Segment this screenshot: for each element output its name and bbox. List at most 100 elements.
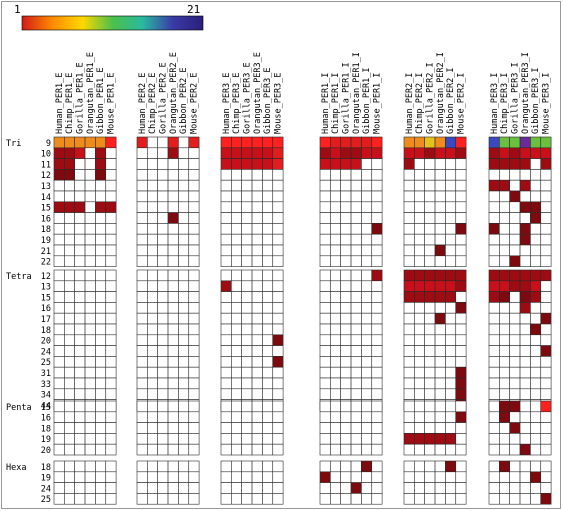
heatmap-cell <box>231 223 243 235</box>
heatmap-cell-filled <box>74 136 86 149</box>
heatmap-cell <box>350 400 362 413</box>
heatmap-cell <box>488 377 500 390</box>
heatmap-cell <box>262 169 274 181</box>
row-label: 20 <box>41 337 51 347</box>
heatmap-cell <box>445 190 457 203</box>
heatmap-cell-filled <box>530 280 542 292</box>
heatmap-cell <box>540 334 552 346</box>
heatmap-cell <box>414 443 426 456</box>
heatmap-cell <box>434 366 446 379</box>
heatmap-cell-filled <box>455 223 467 235</box>
heatmap-cell <box>361 212 373 224</box>
heatmap-cell <box>157 443 169 456</box>
heatmap-cell <box>231 280 243 292</box>
heatmap-cell <box>74 366 86 379</box>
heatmap-cell <box>157 323 169 336</box>
heatmap-cell-filled <box>540 400 552 413</box>
heatmap-cell <box>445 422 457 434</box>
heatmap-cell <box>95 269 107 282</box>
heatmap-cell <box>188 190 200 203</box>
heatmap-cell <box>262 190 274 203</box>
heatmap-cell <box>220 471 232 483</box>
column-header: Mouse_PER3_E <box>274 73 284 134</box>
heatmap-cell <box>455 443 467 456</box>
heatmap-cell <box>350 356 362 368</box>
heatmap-cell <box>231 212 243 224</box>
heatmap-cell <box>167 388 179 400</box>
heatmap-cell <box>445 323 457 336</box>
heatmap-cell <box>136 169 148 181</box>
column-header: Orangutan_PER2_I <box>436 52 446 134</box>
heatmap-cell <box>319 388 331 400</box>
row-label: 24 <box>41 347 51 357</box>
heatmap-cell <box>403 443 415 456</box>
heatmap-cell <box>350 334 362 346</box>
heatmap-cell <box>188 233 200 246</box>
heatmap-cell-filled <box>95 201 107 213</box>
heatmap-cell <box>74 388 86 400</box>
heatmap-cell-filled <box>509 190 521 203</box>
heatmap-cell <box>178 422 190 434</box>
heatmap-cell <box>188 388 200 400</box>
heatmap-cell <box>272 212 284 224</box>
heatmap-cell <box>530 493 542 505</box>
heatmap-cell <box>414 169 426 181</box>
heatmap-cell <box>330 233 342 246</box>
heatmap-cell <box>340 302 352 314</box>
heatmap-cell <box>220 323 232 336</box>
heatmap-cell <box>340 366 352 379</box>
heatmap-cell <box>530 433 542 445</box>
heatmap-cell <box>157 147 169 159</box>
heatmap-cell-filled <box>434 136 446 149</box>
heatmap-cell <box>455 433 467 445</box>
heatmap-cell <box>509 291 521 303</box>
heatmap-cell <box>105 411 117 423</box>
heatmap-cell-filled <box>434 244 446 257</box>
heatmap-cell <box>74 356 86 368</box>
heatmap-cell <box>403 212 415 224</box>
heatmap-cell <box>530 366 542 379</box>
heatmap-cell <box>319 269 331 282</box>
column-header: Human_PER1_E <box>55 73 65 134</box>
heatmap-cell <box>350 433 362 445</box>
heatmap-cell <box>178 345 190 357</box>
heatmap-cell <box>530 190 542 203</box>
heatmap-cell <box>371 291 383 303</box>
row-label: 13 <box>41 182 51 192</box>
heatmap-cell <box>371 201 383 213</box>
heatmap-cell <box>74 334 86 346</box>
row-label: 21 <box>41 247 51 257</box>
heatmap-cell <box>455 422 467 434</box>
heatmap-cell <box>414 356 426 368</box>
heatmap-cell <box>147 190 159 203</box>
heatmap-cell <box>455 482 467 494</box>
heatmap-cell <box>64 312 75 325</box>
heatmap-cell <box>509 323 521 336</box>
heatmap-cell-filled <box>424 433 436 445</box>
heatmap-cell <box>147 411 159 423</box>
heatmap-cell <box>231 269 243 282</box>
heatmap-cell <box>231 169 243 181</box>
heatmap-cell-filled <box>53 169 65 181</box>
heatmap-cell <box>350 244 362 257</box>
heatmap-cell <box>188 356 200 368</box>
heatmap-cell-filled <box>231 158 243 170</box>
heatmap-cell <box>272 255 284 267</box>
heatmap-cell <box>509 356 521 368</box>
heatmap-cell <box>84 377 96 390</box>
heatmap-cell <box>272 400 284 413</box>
heatmap-cell <box>188 366 200 379</box>
heatmap-cell <box>540 411 552 423</box>
heatmap-cell <box>105 356 117 368</box>
heatmap-cell <box>424 345 436 357</box>
heatmap-cell <box>434 356 446 368</box>
heatmap-cell <box>499 190 511 203</box>
heatmap-cell <box>262 411 274 423</box>
heatmap-cell <box>499 302 511 314</box>
heatmap-cell <box>403 482 415 494</box>
heatmap-cell <box>262 471 274 483</box>
heatmap-cell-filled <box>371 269 383 282</box>
heatmap-cell <box>414 312 426 325</box>
heatmap-cell-filled <box>499 411 511 423</box>
